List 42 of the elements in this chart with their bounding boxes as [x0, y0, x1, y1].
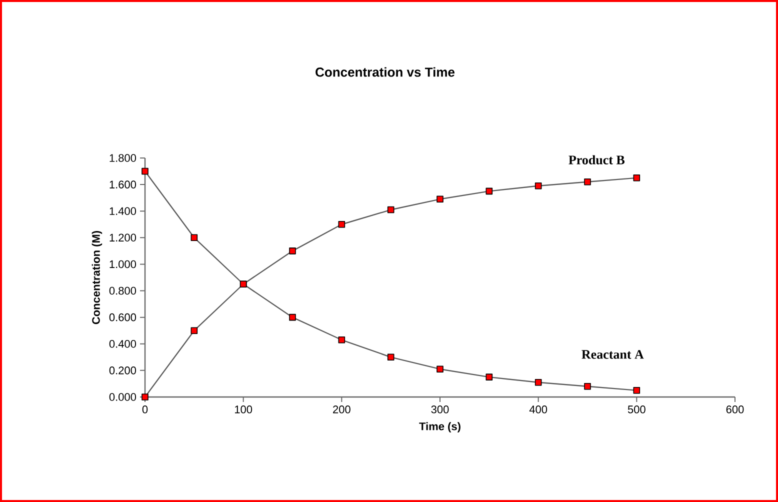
y-tick-label: 0.400: [109, 340, 136, 348]
y-tick-label: 0.600: [109, 313, 136, 322]
point: [486, 374, 493, 380]
x-axis-title: Time (s): [419, 422, 460, 432]
y-tick-label: 1.200: [110, 234, 136, 242]
point: [142, 394, 148, 400]
point: [190, 327, 198, 334]
y-tick-label: 1.400: [110, 207, 136, 215]
point: [289, 314, 296, 321]
point: [486, 188, 493, 195]
y-axis-title: Concentration (M): [92, 230, 102, 324]
point: [338, 336, 346, 344]
y-tick-label: 1.600: [110, 180, 136, 188]
series-label: Reactant A: [582, 350, 644, 359]
y-tick-label: 0.200: [109, 366, 136, 374]
point: [436, 196, 444, 203]
x-tick-label: 400: [529, 406, 548, 414]
point: [142, 168, 148, 175]
x-tick-label: 100: [234, 406, 252, 414]
point: [584, 178, 591, 186]
y-tick-label: 1.800: [110, 154, 136, 162]
point: [534, 378, 542, 386]
point: [633, 174, 640, 182]
series-label: Product B: [568, 155, 625, 164]
point: [338, 220, 346, 228]
x-tick-label: 600: [726, 406, 744, 414]
point: [436, 366, 444, 372]
y-tick-label: 1.000: [110, 260, 136, 268]
x-tick-label: 200: [333, 406, 350, 414]
y-tick-label: 0.800: [109, 286, 136, 295]
point: [584, 382, 591, 390]
point: [289, 248, 296, 254]
y-tick-label: 0.000: [109, 393, 136, 401]
point: [387, 354, 394, 361]
point: [534, 182, 542, 190]
chart-title: Concentration vs Time: [316, 67, 455, 77]
point: [387, 206, 394, 214]
point: [190, 234, 198, 242]
x-tick-label: 500: [628, 406, 646, 414]
x-tick-label: 300: [431, 406, 449, 414]
point: [633, 386, 640, 394]
x-tick-label: 0: [142, 406, 148, 414]
